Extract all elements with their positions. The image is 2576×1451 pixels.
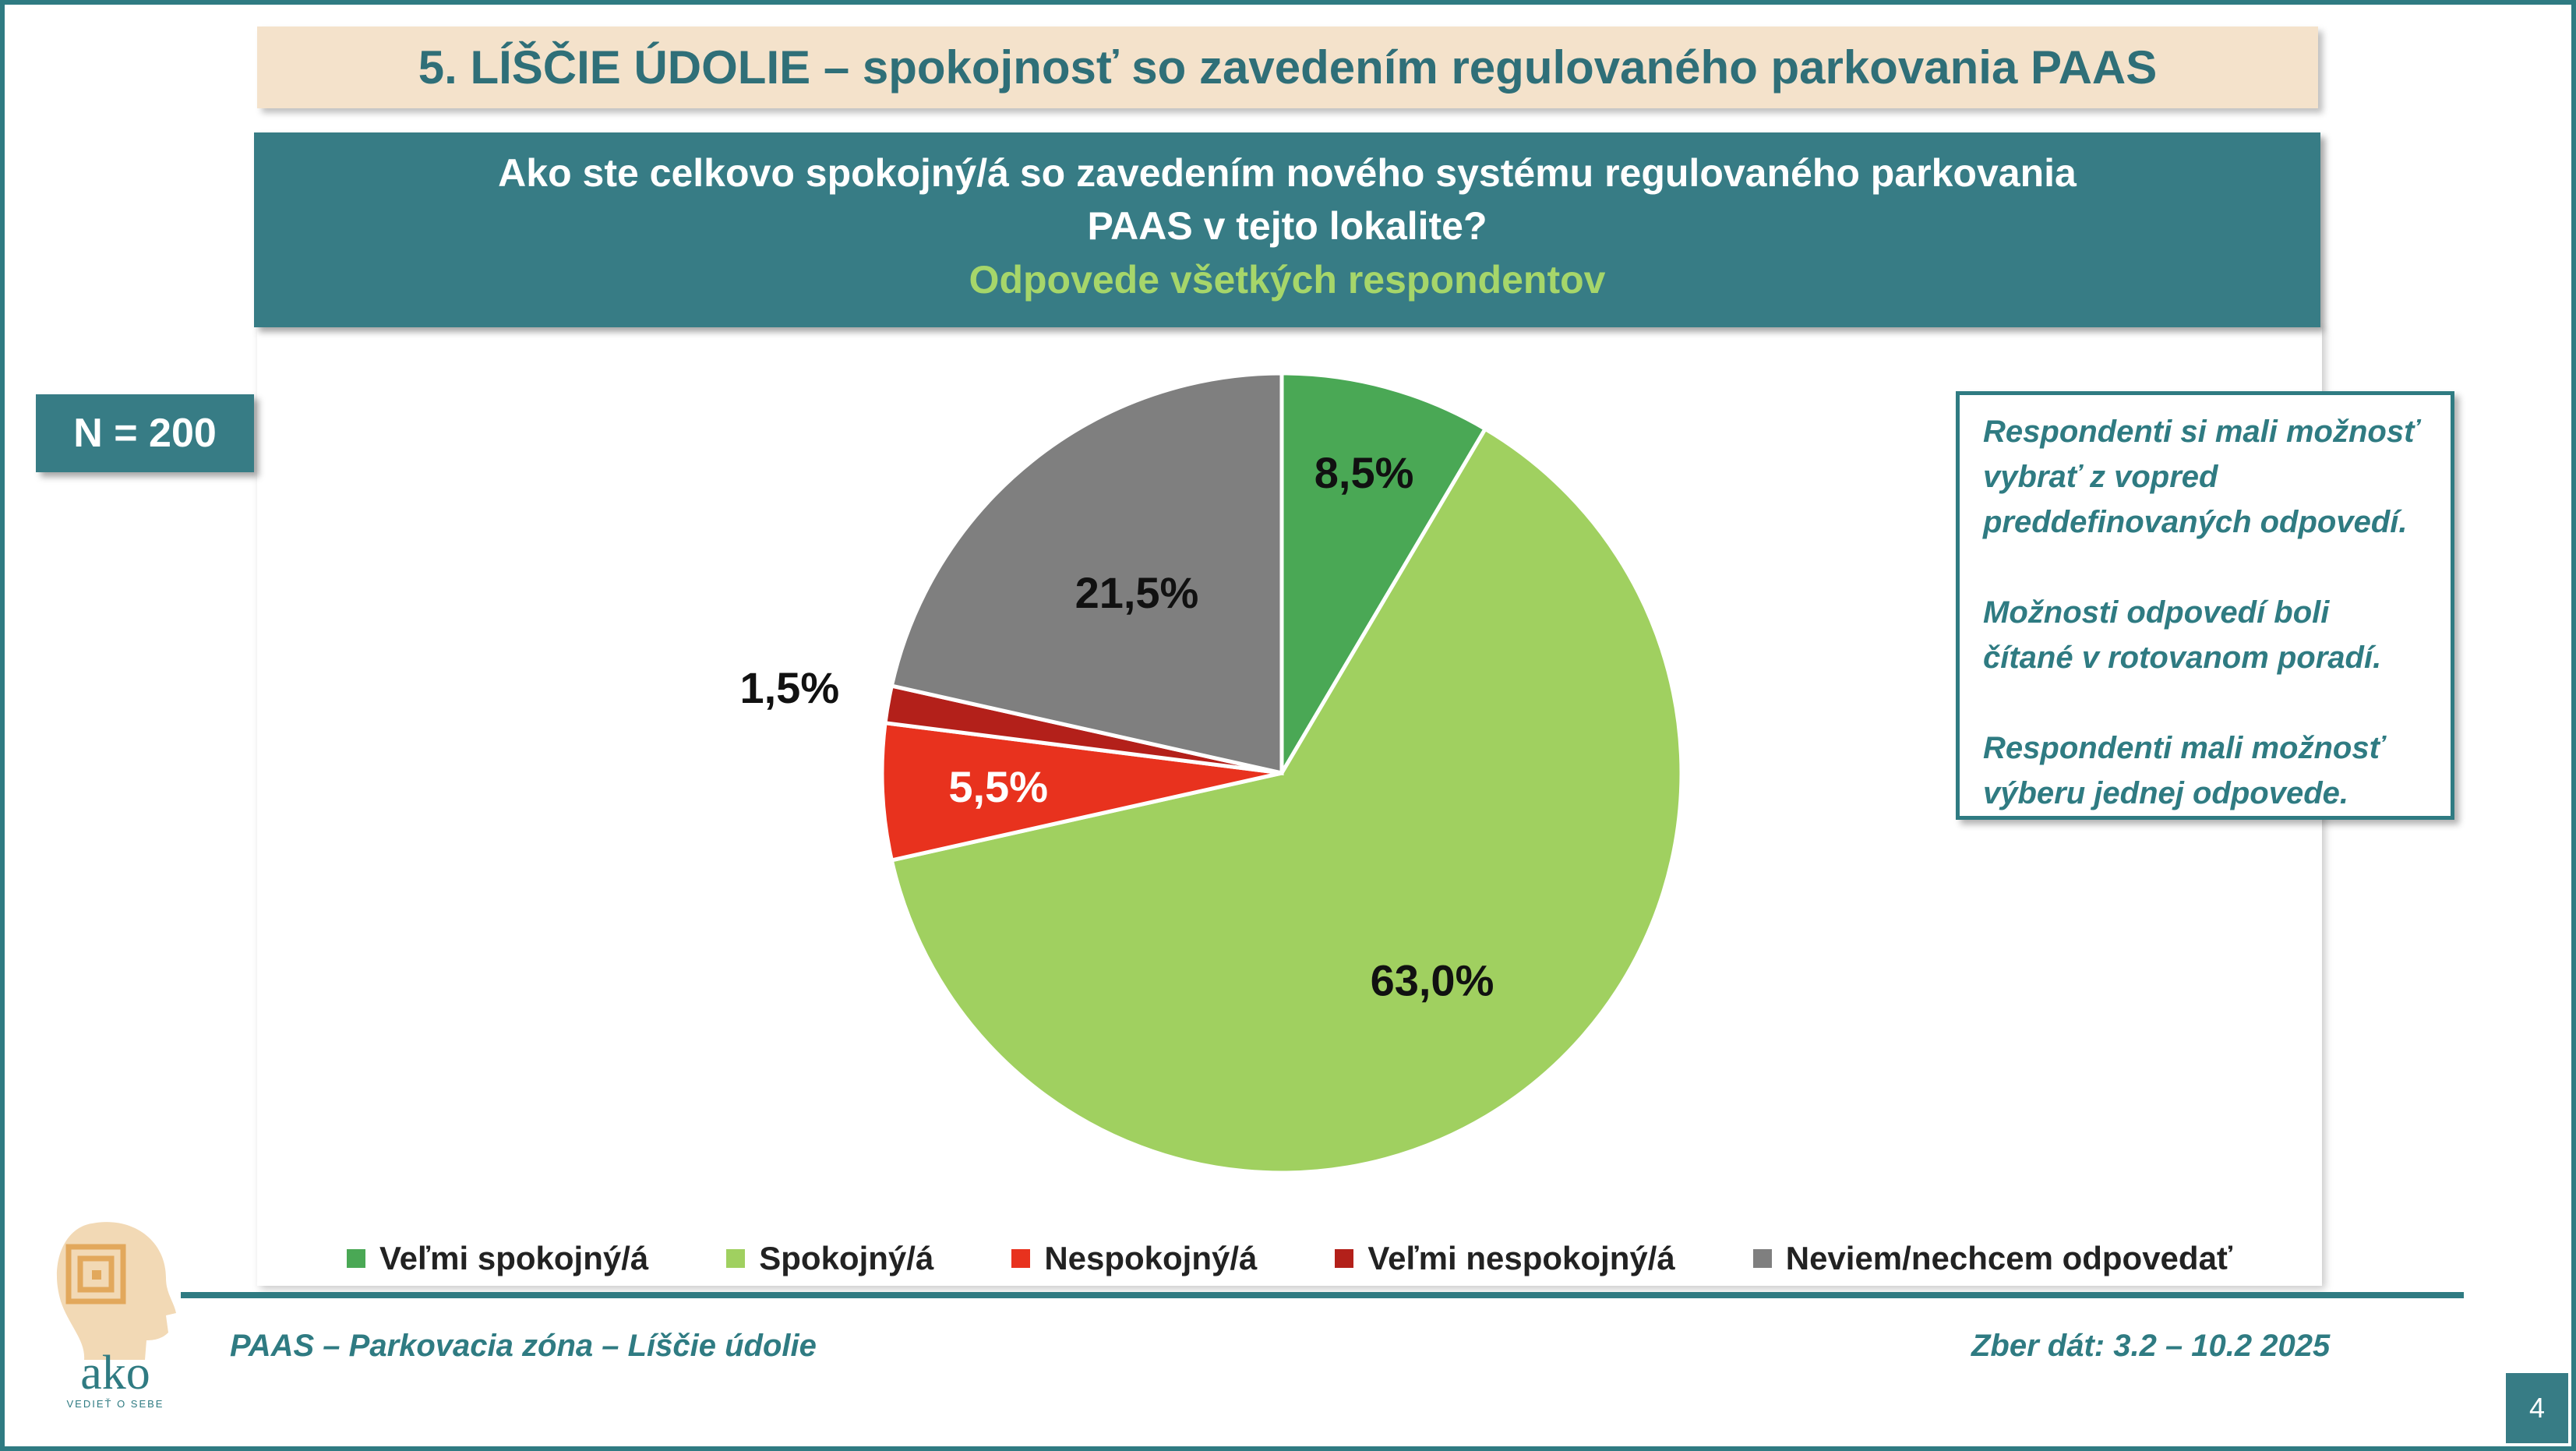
question-subtitle: Odpovede všetkých respondentov [969, 258, 1606, 302]
pie-data-label: 21,5% [1075, 568, 1199, 617]
legend-item: Nespokojný/á [1011, 1240, 1257, 1277]
legend-swatch [346, 1249, 365, 1268]
question-box: Ako ste celkovo spokojný/á so zavedením … [254, 132, 2320, 327]
note-line: Respondenti si mali možnosť vybrať z vop… [1983, 415, 2419, 539]
legend-swatch [726, 1249, 746, 1268]
logo-tagline: VEDIEŤ O SEBE [67, 1398, 164, 1410]
legend-item: Neviem/nechcem odpovedať [1752, 1240, 2233, 1277]
sample-size-badge: N = 200 [36, 394, 254, 472]
footer-date-range: Zber dát: 3.2 – 10.2 2025 [1971, 1329, 2331, 1363]
legend-item: Veľmi spokojný/á [346, 1240, 649, 1277]
legend-label: Veľmi nespokojný/á [1367, 1240, 1675, 1276]
page-number: 4 [2506, 1373, 2568, 1443]
note-line: Možnosti odpovedí boli čítané v rotovano… [1983, 595, 2382, 675]
page-title-text: 5. LÍŠČIE ÚDOLIE – spokojnosť so zaveden… [418, 41, 2158, 94]
pie-data-label: 8,5% [1314, 448, 1414, 497]
legend-label: Neviem/nechcem odpovedať [1785, 1240, 2233, 1276]
ako-logo: ako VEDIEŤ O SEBE [56, 1222, 176, 1410]
pie-data-label: 5,5% [948, 762, 1048, 811]
chart-legend: Veľmi spokojný/á Spokojný/á Nespokojný/á… [257, 1235, 2322, 1282]
legend-swatch [1752, 1249, 1772, 1268]
legend-item: Spokojný/á [726, 1240, 933, 1277]
pie-data-label: 63,0% [1371, 956, 1494, 1005]
logo-text: ako [80, 1347, 150, 1400]
legend-label: Spokojný/á [759, 1240, 934, 1276]
legend-swatch [1335, 1249, 1354, 1268]
pie-slice [880, 720, 1283, 863]
pie-data-label: 1,5% [739, 663, 839, 712]
methodology-note: Respondenti si mali možnosť vybrať z vop… [1956, 391, 2454, 820]
sample-size-label: N = 200 [73, 411, 217, 456]
page-title: 5. LÍŠČIE ÚDOLIE – spokojnosť so zaveden… [257, 26, 2318, 108]
pie-slice [889, 426, 1684, 1175]
legend-label: Veľmi spokojný/á [379, 1240, 649, 1276]
note-line: Respondenti mali možnosť výberu jednej o… [1983, 731, 2384, 810]
footer-divider [181, 1292, 2464, 1298]
question-text: Ako ste celkovo spokojný/á so zavedením … [498, 151, 2077, 248]
pie-slice [889, 371, 1284, 776]
pie-slice [1279, 371, 1488, 781]
legend-label: Nespokojný/á [1044, 1240, 1258, 1276]
legend-swatch [1011, 1249, 1031, 1268]
legend-item: Veľmi nespokojný/á [1335, 1240, 1675, 1277]
footer-project: PAAS – Parkovacia zóna – Líščie údolie [230, 1329, 817, 1363]
